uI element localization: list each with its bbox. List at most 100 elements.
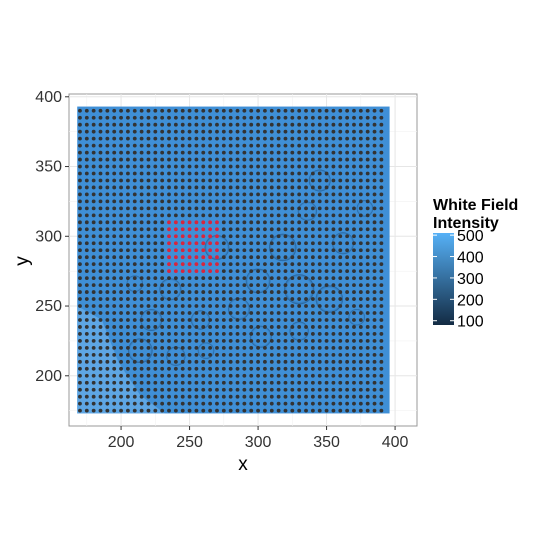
highlighted-point (194, 269, 199, 274)
data-point (365, 276, 370, 281)
data-point (84, 150, 89, 155)
cell-outline (249, 325, 272, 348)
data-point (310, 255, 315, 260)
data-point (91, 213, 96, 218)
data-point (379, 192, 384, 197)
data-point (139, 408, 144, 413)
data-point (249, 192, 254, 197)
data-point (139, 311, 144, 315)
data-point (180, 213, 185, 218)
data-point (187, 199, 192, 204)
data-point (119, 366, 123, 371)
data-point (228, 129, 233, 134)
data-point (208, 311, 213, 315)
data-point (365, 373, 370, 378)
data-point (345, 290, 350, 294)
data-point (352, 185, 356, 190)
data-point (283, 262, 288, 267)
data-point (235, 129, 240, 134)
data-point (304, 387, 308, 392)
data-point (379, 115, 384, 120)
data-point (153, 122, 158, 127)
data-point (249, 297, 254, 301)
data-point (215, 283, 219, 288)
data-point (139, 115, 144, 120)
data-point (215, 150, 219, 155)
data-point (358, 318, 363, 322)
data-point (221, 339, 226, 343)
data-point (242, 248, 247, 253)
data-point (98, 255, 103, 260)
data-point (358, 248, 363, 253)
data-point (358, 220, 363, 225)
data-point (215, 171, 219, 176)
data-point (379, 380, 384, 385)
data-point (352, 255, 356, 260)
data-point (242, 262, 247, 267)
data-point (310, 199, 315, 204)
data-point (290, 178, 295, 183)
data-point (256, 332, 260, 336)
data-point (146, 290, 151, 294)
data-point (263, 227, 267, 232)
data-point (379, 318, 384, 322)
data-point (310, 262, 315, 267)
data-point (98, 192, 103, 197)
data-point (132, 325, 137, 329)
highlighted-point (201, 255, 206, 260)
data-point (146, 108, 151, 113)
data-point (78, 387, 82, 392)
data-point (324, 157, 329, 162)
data-point (119, 339, 123, 343)
highlighted-point (180, 248, 185, 253)
data-point (228, 150, 233, 155)
data-point (263, 241, 267, 246)
data-point (324, 332, 329, 336)
data-point (167, 290, 171, 294)
data-point (256, 157, 260, 162)
data-point (167, 345, 171, 350)
data-point (91, 332, 96, 336)
data-point (297, 332, 302, 336)
data-point (345, 129, 350, 134)
data-point (358, 206, 363, 211)
data-point (119, 143, 123, 148)
data-point (269, 122, 274, 127)
data-point (132, 408, 137, 413)
data-point (256, 401, 260, 406)
data-point (221, 394, 226, 399)
data-point (358, 171, 363, 176)
data-point (345, 150, 350, 155)
data-point (112, 171, 117, 176)
data-point (139, 192, 144, 197)
data-point (235, 255, 240, 260)
data-point (269, 359, 274, 364)
data-point (194, 206, 199, 211)
data-point (324, 366, 329, 371)
data-point (173, 136, 178, 141)
data-point (263, 248, 267, 253)
data-point (338, 297, 343, 301)
data-point (228, 401, 233, 406)
data-point (352, 304, 356, 308)
data-point (228, 408, 233, 413)
data-point (242, 199, 247, 204)
data-point (352, 157, 356, 162)
data-point (194, 108, 199, 113)
data-point (372, 269, 377, 274)
data-point (187, 394, 192, 399)
data-point (283, 248, 288, 253)
data-point (187, 359, 192, 364)
data-point (105, 283, 110, 288)
data-point (201, 304, 206, 308)
data-point (379, 227, 384, 232)
data-point (187, 213, 192, 218)
data-point (160, 150, 165, 155)
highlighted-point (215, 255, 219, 260)
data-point (276, 339, 281, 343)
data-point (187, 283, 192, 288)
data-point (304, 318, 308, 322)
data-point (269, 345, 274, 350)
data-point (310, 241, 315, 246)
